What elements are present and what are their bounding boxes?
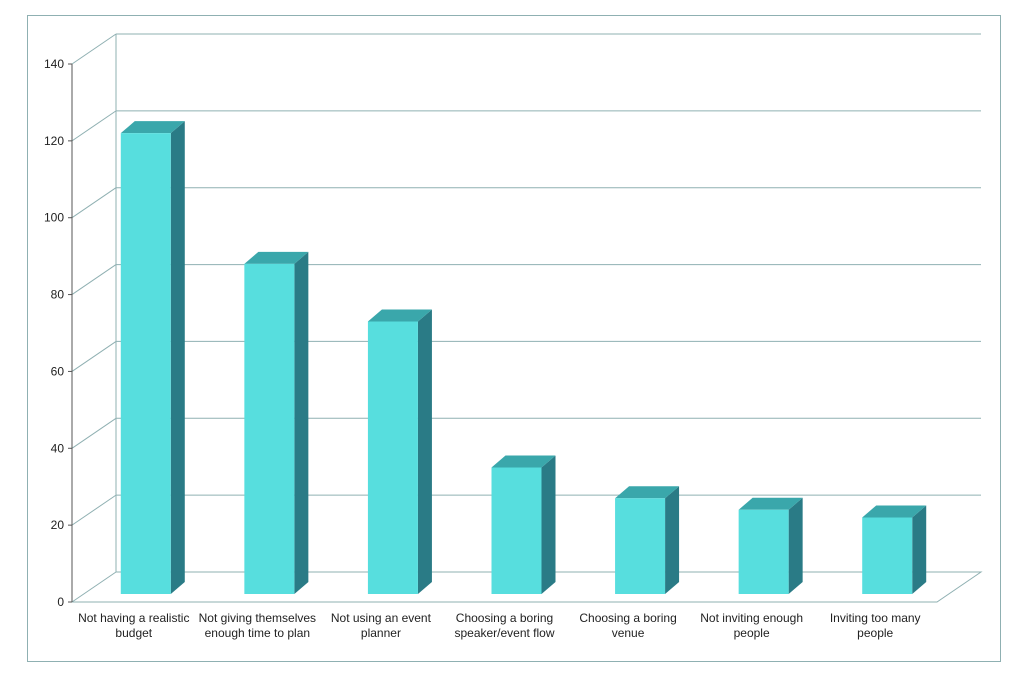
bar-top xyxy=(862,505,927,518)
bar-front xyxy=(615,498,666,594)
bar-top xyxy=(615,486,680,499)
gridline-diagonal xyxy=(71,110,117,142)
bar-top xyxy=(367,309,432,322)
bar-front xyxy=(862,517,913,594)
gridline-diagonal xyxy=(71,187,117,219)
bar xyxy=(120,121,185,595)
bar xyxy=(491,455,556,594)
y-tick-label: 140 xyxy=(44,57,64,71)
bar-top xyxy=(738,497,803,510)
gridline-diagonal xyxy=(71,33,117,65)
bar-front xyxy=(367,321,418,594)
x-category-label: Not having a realistic budget xyxy=(78,611,190,640)
gridline-diagonal xyxy=(71,494,117,526)
y-tick-label: 20 xyxy=(51,518,65,532)
bar-top xyxy=(244,251,309,264)
bar-side xyxy=(294,251,309,595)
bar-side xyxy=(788,497,803,594)
bar-front xyxy=(491,467,542,594)
gridline-diagonal xyxy=(71,264,117,295)
y-tick-label: 0 xyxy=(57,595,64,609)
x-category-label: Not using an event planner xyxy=(330,611,431,640)
bar xyxy=(862,505,927,594)
y-tick-label: 100 xyxy=(44,211,64,225)
x-category-label: Choosing a boring speaker/event flow xyxy=(454,611,555,640)
y-tick-label: 120 xyxy=(44,134,64,148)
x-category-label: Not inviting enough people xyxy=(700,611,804,640)
gridline-diagonal xyxy=(71,341,117,372)
y-tick-label: 60 xyxy=(51,364,65,378)
y-tick-label: 80 xyxy=(51,288,65,302)
bar-side xyxy=(541,455,556,594)
y-tick-label: 40 xyxy=(51,441,65,455)
x-category-label: Choosing a boring venue xyxy=(579,611,677,640)
bar xyxy=(615,486,680,594)
gridline-diagonal xyxy=(71,417,117,449)
bar-side xyxy=(417,309,432,594)
x-category-label: Inviting too many people xyxy=(829,611,921,640)
bar-top xyxy=(120,121,185,134)
bar xyxy=(244,251,309,595)
bar-front xyxy=(738,509,789,594)
bar-top xyxy=(491,455,556,468)
bar-front xyxy=(244,263,295,594)
x-category-label: Not giving themselves enough time to pla… xyxy=(198,611,317,640)
bar-side xyxy=(912,505,927,594)
bar-side xyxy=(170,121,185,595)
gridline-diagonal xyxy=(71,571,117,603)
bar-side xyxy=(665,486,680,594)
bar xyxy=(367,309,432,594)
bar xyxy=(738,497,803,594)
bar-front xyxy=(120,133,171,594)
